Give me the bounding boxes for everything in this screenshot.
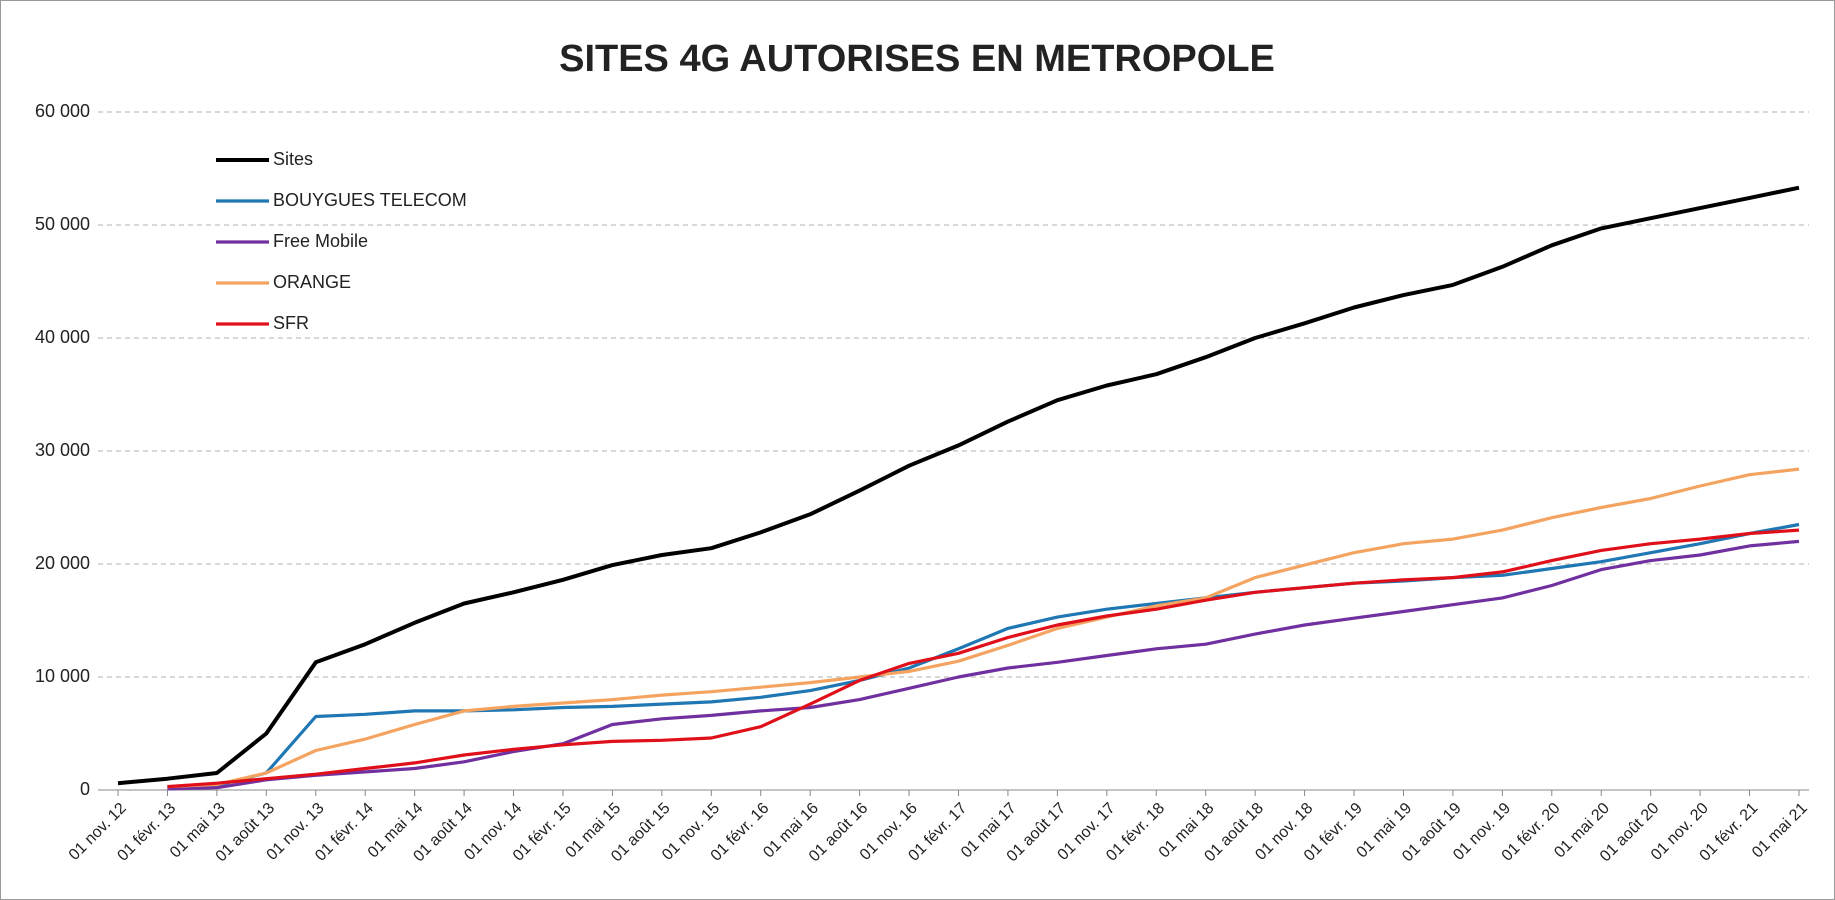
series-line [167,539,1800,791]
series-line [167,467,1800,789]
y-tick-label: 10 000 [35,666,90,686]
legend-label: BOUYGUES TELECOM [273,190,467,210]
series-line [167,528,1800,789]
legend-label: Sites [273,149,313,169]
legend-label: Free Mobile [273,231,368,251]
y-tick-label: 40 000 [35,327,90,347]
y-tick-label: 30 000 [35,440,90,460]
chart-title: SITES 4G AUTORISES EN METROPOLE [559,38,1275,80]
legend-label: SFR [273,313,309,333]
series-line [167,522,1800,790]
legend-label: ORANGE [273,272,351,292]
y-tick-label: 50 000 [35,214,90,234]
y-tick-label: 60 000 [35,101,90,121]
series-line [117,185,1800,786]
y-tick-label: 0 [80,779,90,799]
y-tick-label: 20 000 [35,553,90,573]
